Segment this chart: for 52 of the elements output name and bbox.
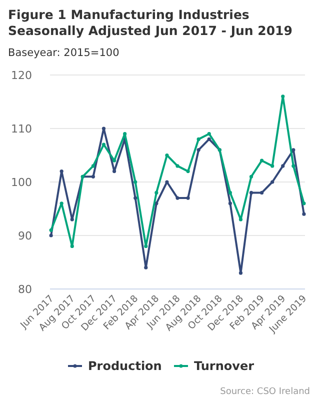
point — [238, 218, 243, 222]
point — [70, 218, 74, 222]
point — [207, 132, 211, 136]
point — [134, 196, 138, 200]
point — [270, 180, 274, 184]
y-tick-label: 100 — [11, 176, 32, 189]
point — [134, 180, 138, 184]
point — [292, 148, 296, 152]
point — [228, 202, 232, 206]
point — [228, 190, 232, 194]
source-note: Source: CSO Ireland — [220, 387, 310, 397]
point — [260, 190, 264, 194]
point — [281, 94, 285, 98]
point — [249, 190, 254, 194]
point — [270, 164, 274, 168]
point — [260, 158, 264, 162]
legend-label: Turnover — [194, 359, 254, 373]
point — [196, 137, 200, 141]
y-tick-label: 110 — [11, 122, 32, 136]
point — [112, 170, 116, 174]
point — [186, 170, 190, 174]
point — [60, 170, 64, 174]
point — [207, 137, 211, 141]
point — [112, 158, 116, 162]
point — [238, 271, 243, 275]
y-tick-label: 80 — [18, 283, 32, 296]
point — [60, 202, 64, 206]
point — [49, 228, 53, 232]
point — [91, 164, 96, 168]
legend-label: Production — [88, 359, 162, 373]
point — [281, 164, 285, 168]
point — [302, 212, 306, 216]
y-tick-label: 120 — [11, 69, 32, 82]
point — [102, 126, 106, 130]
point — [70, 244, 74, 248]
point — [144, 266, 148, 270]
point — [91, 174, 96, 178]
point — [154, 190, 158, 194]
chart-subtitle: Baseyear: 2015=100 — [8, 47, 120, 59]
point — [102, 142, 106, 146]
point — [249, 174, 254, 178]
point — [186, 196, 190, 200]
point — [292, 164, 296, 168]
point — [302, 202, 306, 206]
point — [176, 164, 180, 168]
point — [176, 196, 180, 200]
point — [49, 234, 53, 238]
point — [144, 244, 148, 248]
chart-title: Figure 1 Manufacturing Industries Seasonally Adjusted Jun 2017 - Jun 2019 — [8, 7, 292, 38]
point — [123, 132, 127, 136]
y-tick-label: 90 — [18, 230, 32, 242]
point — [196, 148, 200, 152]
